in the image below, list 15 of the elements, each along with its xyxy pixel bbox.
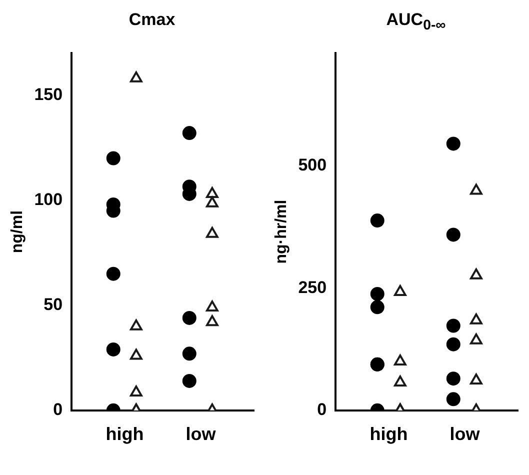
y-tick-label: 250 (298, 278, 327, 297)
x-tick-label: low (450, 424, 481, 444)
y-axis-title: ng·hr/ml (273, 200, 290, 264)
y-tick-label: 100 (34, 190, 63, 209)
x-tick-label: low (186, 424, 217, 444)
x-tick-label: high (106, 424, 144, 444)
chart-title: AUC$_{0-∞}$ (385, 10, 447, 34)
y-tick-label: 150 (34, 84, 63, 104)
chart-title: Cmax (128, 10, 176, 30)
x-tick-label: high (370, 424, 408, 444)
y-tick-label: 500 (298, 155, 327, 174)
y-tick-label: 0 (317, 400, 327, 420)
y-tick-label: 0 (53, 400, 63, 420)
y-tick-label: 50 (44, 295, 63, 314)
y-axis-title: ng/ml (9, 210, 26, 254)
